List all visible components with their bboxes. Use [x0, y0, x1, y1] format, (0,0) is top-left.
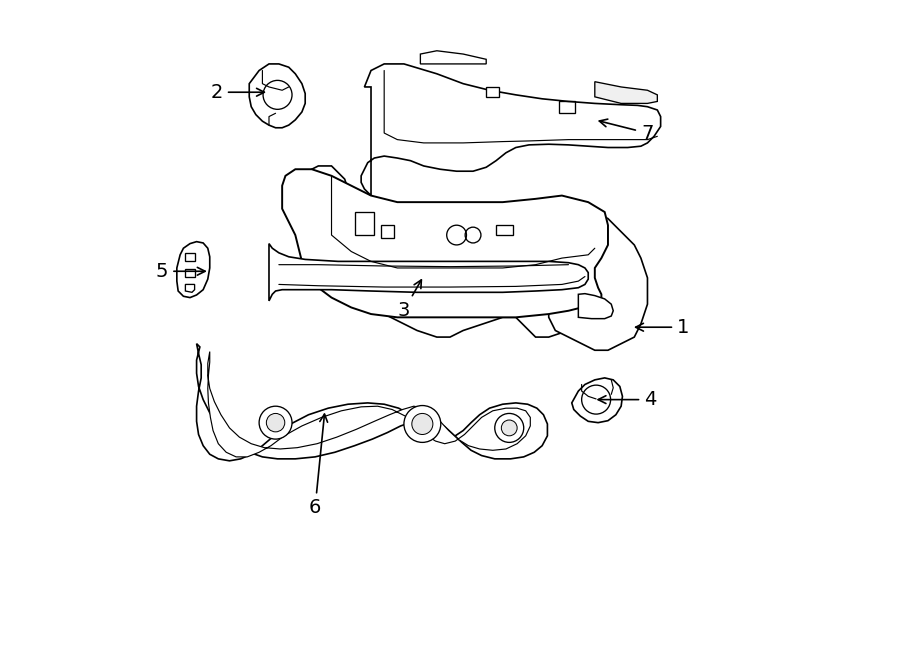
Polygon shape	[208, 352, 530, 457]
Polygon shape	[176, 242, 210, 297]
Polygon shape	[269, 244, 589, 301]
Polygon shape	[185, 253, 194, 260]
Circle shape	[404, 406, 441, 442]
Polygon shape	[249, 64, 305, 128]
Polygon shape	[420, 51, 486, 64]
Polygon shape	[572, 378, 623, 422]
Polygon shape	[283, 169, 608, 317]
Circle shape	[259, 407, 292, 439]
Polygon shape	[549, 212, 647, 350]
Polygon shape	[381, 225, 394, 239]
Polygon shape	[355, 212, 374, 235]
Bar	[559, 101, 575, 113]
Polygon shape	[185, 268, 194, 276]
Circle shape	[495, 413, 524, 442]
Polygon shape	[595, 82, 657, 103]
Polygon shape	[496, 225, 512, 235]
Polygon shape	[486, 87, 500, 97]
Text: 1: 1	[635, 318, 689, 336]
Circle shape	[266, 413, 284, 432]
Polygon shape	[579, 293, 613, 319]
Text: 4: 4	[598, 390, 657, 409]
Circle shape	[412, 413, 433, 434]
Polygon shape	[361, 64, 661, 196]
Text: 3: 3	[398, 280, 421, 320]
Text: 6: 6	[309, 414, 328, 518]
Polygon shape	[196, 344, 547, 461]
Text: 7: 7	[599, 119, 653, 143]
Circle shape	[501, 420, 518, 436]
Text: 5: 5	[156, 262, 205, 281]
Text: 2: 2	[211, 83, 265, 102]
Polygon shape	[299, 166, 615, 337]
Polygon shape	[185, 284, 194, 292]
